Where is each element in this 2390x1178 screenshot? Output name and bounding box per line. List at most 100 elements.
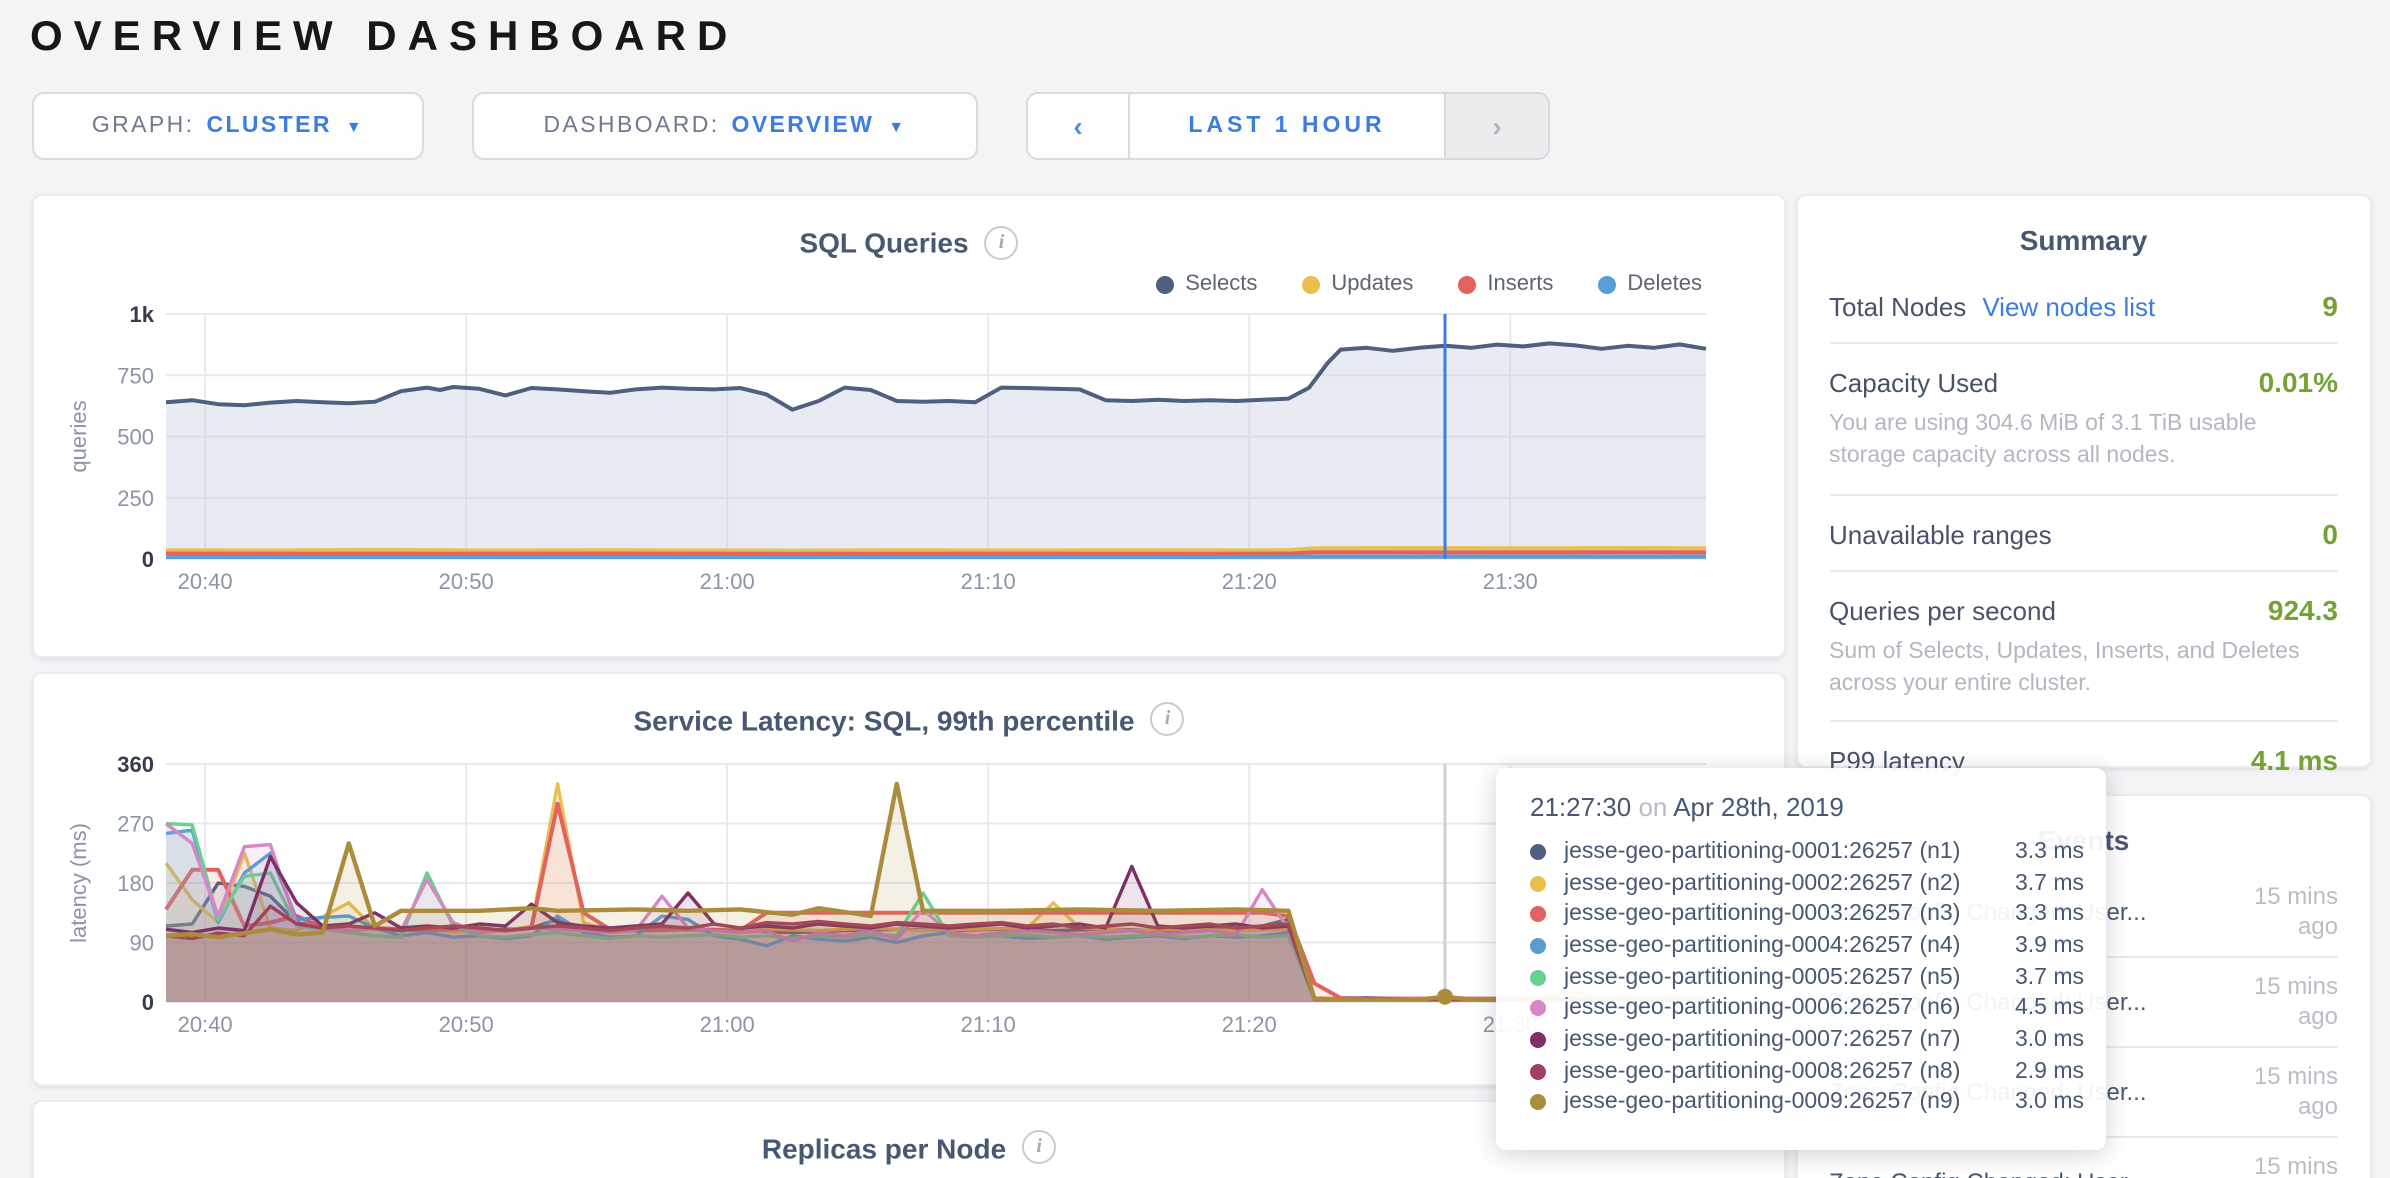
node-latency-value: 3.0 ms	[2014, 1090, 2084, 1115]
node-latency-value: 3.3 ms	[2014, 839, 2084, 864]
chevron-left-icon: ‹	[1073, 110, 1083, 142]
svg-text:queries: queries	[66, 400, 91, 472]
node-latency-value: 3.7 ms	[2014, 965, 2084, 990]
event-time: 15 mins ago	[2253, 971, 2338, 1029]
node-latency-value: 3.0 ms	[2014, 1027, 2084, 1052]
node-name: jesse-geo-partitioning-0008:26257 (n8)	[1564, 1059, 1961, 1084]
time-range-prev-button[interactable]: ‹	[1028, 94, 1128, 158]
capacity-used-label: Capacity Used	[1829, 368, 1999, 398]
event-time: 15 mins ago	[2253, 881, 2338, 939]
legend-item-deletes[interactable]: Deletes	[1597, 272, 1702, 296]
node-name: jesse-geo-partitioning-0004:26257 (n4)	[1564, 933, 1961, 958]
graph-selector-value: CLUSTER	[206, 114, 332, 138]
info-icon[interactable]: i	[1022, 1130, 1057, 1165]
node-latency-value: 3.3 ms	[2014, 902, 2084, 927]
node-color-dot-icon	[1530, 875, 1546, 892]
time-range-label: LAST 1 HOUR	[1188, 114, 1386, 138]
node-name: jesse-geo-partitioning-0002:26257 (n2)	[1564, 871, 1961, 896]
summary-row-unavailable-ranges: Unavailable ranges 0	[1829, 495, 2338, 572]
legend-item-updates[interactable]: Updates	[1301, 272, 1413, 296]
qps-label: Queries per second	[1829, 595, 2056, 626]
sql-queries-legend: Selects Updates Inserts Deletes	[1155, 272, 1702, 296]
event-text: Zone Config Changed: User...	[1829, 1167, 2147, 1178]
node-color-dot-icon	[1530, 1063, 1546, 1080]
node-name: jesse-geo-partitioning-0003:26257 (n3)	[1564, 902, 1961, 927]
info-icon[interactable]: i	[984, 225, 1019, 260]
unavailable-ranges-label: Unavailable ranges	[1829, 519, 2052, 550]
tooltip-node-row: jesse-geo-partitioning-0009:26257 (n9) 3.…	[1530, 1087, 2084, 1118]
qps-value: 924.3	[2267, 593, 2338, 626]
svg-text:20:40: 20:40	[178, 569, 233, 594]
sql-queries-chart[interactable]: 20:40 20:50 21:00 21:10 21:20 21:30 0 250 500 750…	[34, 196, 1788, 660]
time-range-selector: ‹ LAST 1 HOUR ›	[1026, 92, 1550, 160]
legend-item-inserts[interactable]: Inserts	[1457, 272, 1553, 296]
tooltip-node-row: jesse-geo-partitioning-0004:26257 (n4) 3.…	[1530, 930, 2084, 961]
p99-latency-value: 4.1 ms	[2250, 744, 2338, 777]
legend-item-selects[interactable]: Selects	[1155, 272, 1257, 296]
replicas-title: Replicas per Node i	[34, 1129, 1784, 1165]
svg-text:20:40: 20:40	[178, 1011, 233, 1036]
event-row[interactable]: Zone Config Changed: User...15 mins ago	[1829, 957, 2338, 1047]
svg-text:21:20: 21:20	[1222, 569, 1277, 594]
page-title: OVERVIEW DASHBOARD	[30, 14, 739, 60]
svg-text:1k: 1k	[130, 302, 155, 327]
node-color-dot-icon	[1530, 937, 1546, 954]
sql-queries-panel: SQL Queries i Selects Updates Inserts Delete…	[32, 194, 1786, 658]
svg-text:21:10: 21:10	[961, 569, 1016, 594]
svg-text:0: 0	[142, 989, 154, 1014]
tooltip-node-row: jesse-geo-partitioning-0001:26257 (n1) 3.…	[1530, 836, 2084, 867]
chevron-right-icon: ›	[1492, 110, 1502, 142]
svg-text:20:50: 20:50	[439, 569, 494, 594]
svg-text:21:00: 21:00	[700, 1011, 755, 1036]
unavailable-ranges-value: 0	[2322, 517, 2338, 550]
total-nodes-label: Total Nodes	[1829, 292, 1967, 322]
service-latency-chart[interactable]: 20:4020:5021:0021:1021:2021:300901802703…	[34, 673, 1788, 1087]
svg-text:21:20: 21:20	[1222, 1011, 1277, 1036]
svg-text:21:10: 21:10	[961, 1011, 1016, 1036]
legend-dot-icon	[1301, 275, 1320, 293]
tooltip-node-row: jesse-geo-partitioning-0008:26257 (n8) 2.…	[1530, 1056, 2084, 1087]
svg-text:270: 270	[117, 811, 154, 836]
svg-text:250: 250	[117, 486, 154, 511]
tooltip-node-row: jesse-geo-partitioning-0005:26257 (n5) 3.…	[1530, 962, 2084, 993]
svg-text:latency (ms): latency (ms)	[66, 822, 91, 942]
capacity-used-value: 0.01%	[2258, 366, 2338, 398]
tooltip-node-row: jesse-geo-partitioning-0007:26257 (n7) 3.…	[1530, 1024, 2084, 1055]
tooltip-node-row: jesse-geo-partitioning-0006:26257 (n6) 4.…	[1530, 993, 2084, 1024]
qps-description: Sum of Selects, Updates, Inserts, and De…	[1829, 639, 2300, 696]
graph-selector-dropdown[interactable]: GRAPH: CLUSTER ▼	[32, 92, 424, 160]
node-color-dot-icon	[1530, 843, 1546, 860]
service-latency-panel: Service Latency: SQL, 99th percentile i 2…	[32, 671, 1786, 1086]
chevron-down-icon: ▼	[345, 117, 365, 135]
summary-row-qps: Queries per second 924.3 Sum of Selects,…	[1829, 571, 2338, 723]
node-name: jesse-geo-partitioning-0007:26257 (n7)	[1564, 1027, 1961, 1052]
replicas-panel: Replicas per Node i	[32, 1099, 1786, 1178]
dashboard-selector-label: DASHBOARD:	[543, 114, 720, 138]
node-latency-value: 4.5 ms	[2014, 996, 2084, 1021]
node-latency-value: 3.9 ms	[2014, 933, 2084, 958]
node-latency-value: 3.7 ms	[2014, 871, 2084, 896]
time-range-value-button[interactable]: LAST 1 HOUR	[1128, 94, 1444, 158]
total-nodes-value: 9	[2322, 290, 2338, 322]
event-row[interactable]: Zone Config Changed: User...15 mins ago	[1829, 867, 2338, 957]
event-time: 15 mins ago	[2253, 1061, 2338, 1119]
dashboard-selector-value: OVERVIEW	[731, 114, 875, 138]
legend-dot-icon	[1457, 275, 1476, 293]
tooltip-node-rows: jesse-geo-partitioning-0001:26257 (n1) 3.…	[1530, 836, 2084, 1118]
time-range-next-button[interactable]: ›	[1444, 94, 1548, 158]
legend-dot-icon	[1597, 275, 1616, 293]
svg-text:90: 90	[130, 930, 154, 955]
event-row[interactable]: Zone Config Changed: User... 15 mins ago	[1829, 1137, 2338, 1178]
summary-panel: Summary Total Nodes View nodes list 9 Ca…	[1795, 194, 2372, 777]
dashboard-selector-dropdown[interactable]: DASHBOARD: OVERVIEW ▼	[472, 92, 978, 160]
chevron-down-icon: ▼	[888, 117, 907, 135]
event-time: 15 mins ago	[2253, 1151, 2338, 1178]
view-nodes-list-link[interactable]: View nodes list	[1982, 292, 2156, 322]
summary-row-total-nodes: Total Nodes View nodes list 9	[1829, 268, 2338, 344]
tooltip-node-row: jesse-geo-partitioning-0003:26257 (n3) 3.…	[1530, 899, 2084, 930]
node-latency-value: 2.9 ms	[2014, 1059, 2084, 1084]
svg-text:750: 750	[117, 363, 154, 388]
tooltip-node-row: jesse-geo-partitioning-0002:26257 (n2) 3.…	[1530, 867, 2084, 898]
info-icon[interactable]: i	[1150, 702, 1185, 737]
